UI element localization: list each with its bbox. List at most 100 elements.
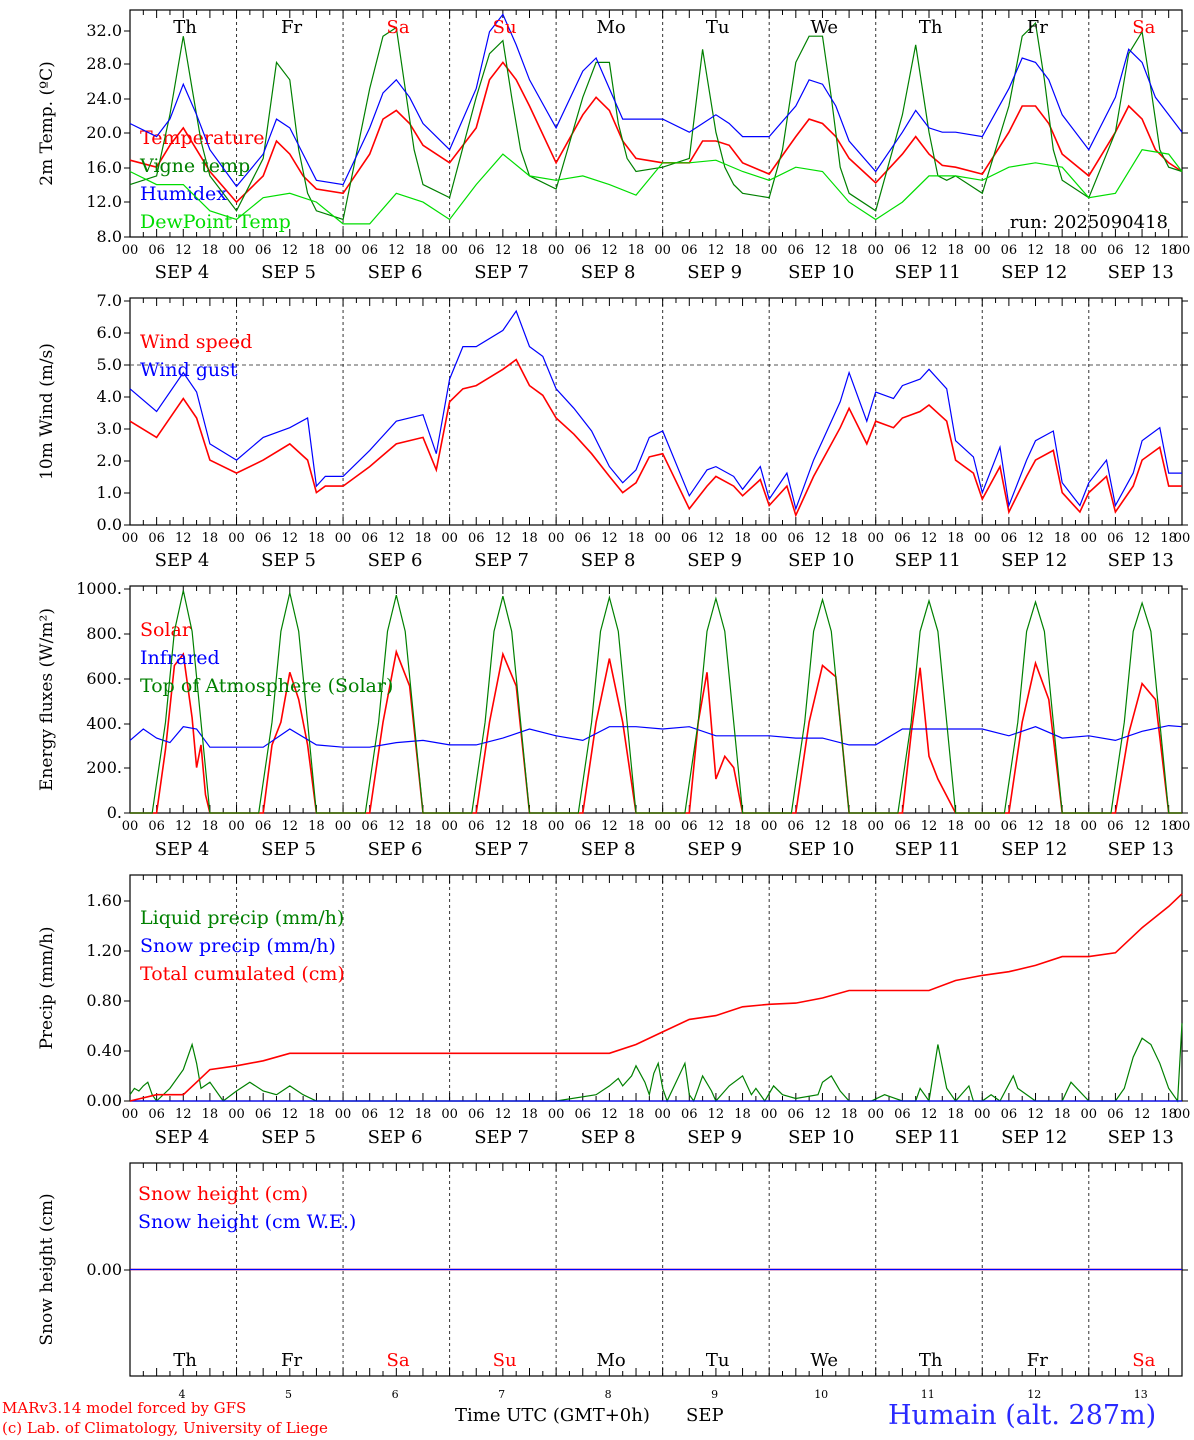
hour-tick-label: 18 — [841, 243, 858, 258]
date-label: SEP 8 — [581, 839, 636, 860]
date-label: SEP 4 — [155, 550, 210, 571]
y-tick-label: 3.0 — [97, 419, 122, 438]
hour-tick-label: 12 — [814, 1107, 831, 1122]
panel-frame — [129, 297, 1183, 526]
hour-tick-label: 12 — [708, 819, 725, 834]
hour-tick-label: 00 — [122, 1107, 139, 1122]
date-label: SEP 11 — [895, 1127, 961, 1148]
legend-entry: Liquid precip (mm/h) — [140, 907, 344, 929]
hour-tick-label: 06 — [361, 819, 378, 834]
hour-tick-label: 06 — [574, 531, 591, 546]
y-tick-label: 28.0 — [86, 54, 122, 73]
date-label: SEP 7 — [474, 262, 529, 283]
hour-tick-label: 06 — [255, 243, 272, 258]
hour-tick-label: 18 — [1054, 1107, 1071, 1122]
hour-tick-label: 06 — [148, 531, 165, 546]
series-line-total-cumulated-cm- — [129, 893, 1183, 1102]
hour-tick-label: 00 — [1081, 819, 1098, 834]
date-label: SEP 13 — [1108, 550, 1174, 571]
panel-frame — [129, 9, 1183, 238]
weekday-label: Sa — [387, 17, 410, 38]
hour-tick-label: 06 — [468, 819, 485, 834]
hour-tick-label: 12 — [495, 1107, 512, 1122]
hour-tick-label: 00 — [1081, 531, 1098, 546]
series-line-liquid-precip-mm-h- — [129, 1023, 1183, 1103]
hour-tick-label: 12 — [1027, 531, 1044, 546]
hour-tick-label: 06 — [148, 819, 165, 834]
hour-tick-label: 18 — [202, 1107, 219, 1122]
hour-tick-label: 06 — [894, 819, 911, 834]
hour-tick-label: 00 — [228, 531, 245, 546]
legend-entry: Wind speed — [140, 331, 252, 353]
weekday-label: Tu — [706, 17, 730, 38]
hour-tick-label: 18 — [628, 1107, 645, 1122]
hour-tick-label: 18 — [521, 531, 538, 546]
series-line-top-of-atmosphere-solar- — [130, 590, 1182, 814]
weekday-label: Fr — [281, 17, 302, 38]
hour-tick-label: 12 — [495, 243, 512, 258]
series-line-infrared — [129, 724, 1183, 748]
weekday-label: Sa — [1132, 17, 1155, 38]
hour-tick-label: 18 — [628, 243, 645, 258]
hour-tick-label: 18 — [415, 819, 432, 834]
model-credit: MARv3.14 model forced by GFS — [2, 1399, 247, 1417]
hour-tick-label: 06 — [788, 819, 805, 834]
hour-tick-label: 00 — [548, 819, 565, 834]
hour-tick-label: 18 — [308, 819, 325, 834]
hour-tick-label: 18 — [415, 243, 432, 258]
hour-tick-label: 12 — [1027, 1107, 1044, 1122]
hour-tick-label: 06 — [788, 243, 805, 258]
date-label: SEP 5 — [261, 839, 316, 860]
hour-tick-label: 18 — [947, 531, 964, 546]
day-number-label: 7 — [498, 1388, 505, 1401]
weekday-label: Mo — [596, 17, 625, 38]
hour-tick-label: 18 — [947, 243, 964, 258]
y-tick-label: 0.00 — [86, 1091, 122, 1110]
weekday-label: Tu — [706, 1350, 730, 1371]
station-label: Humain (alt. 287m) — [888, 1400, 1157, 1431]
legend-entry: Snow height (cm W.E.) — [138, 1211, 356, 1233]
y-tick-label: 16.0 — [86, 158, 122, 177]
hour-tick-label: 06 — [894, 243, 911, 258]
hour-tick-label: 12 — [282, 531, 299, 546]
y-tick-label: 600. — [86, 669, 122, 688]
hour-tick-label: 00 — [335, 819, 352, 834]
hour-tick-label: 00 — [654, 243, 671, 258]
hour-tick-label: 00 — [548, 531, 565, 546]
hour-tick-label: 12 — [1134, 531, 1151, 546]
hour-tick-label: 00 — [1081, 243, 1098, 258]
date-label: SEP 4 — [155, 839, 210, 860]
hour-tick-label: 06 — [1001, 819, 1018, 834]
hour-tick-label: 18 — [1160, 243, 1177, 258]
legend-entry: Solar — [140, 619, 192, 641]
legend-entry: Infrared — [140, 647, 220, 669]
time-axis-label: Time UTC (GMT+0h) — [455, 1405, 650, 1426]
hour-tick-label: 06 — [255, 1107, 272, 1122]
hour-tick-label: 18 — [628, 819, 645, 834]
y-tick-label: 5.0 — [97, 355, 122, 374]
hour-tick-label: 12 — [921, 1107, 938, 1122]
date-label: SEP 12 — [1001, 1127, 1067, 1148]
weekday-label: Th — [919, 1350, 943, 1371]
legend-entry: Top of Atmosphere (Solar) — [140, 675, 393, 697]
hour-tick-label: 18 — [841, 531, 858, 546]
date-label: SEP 10 — [788, 262, 854, 283]
date-label: SEP 8 — [581, 262, 636, 283]
hour-tick-label: 06 — [894, 1107, 911, 1122]
series-line-dewpoint-temp — [129, 149, 1183, 225]
legend-entry: Temperature — [140, 127, 264, 149]
y-tick-label: 2.0 — [97, 451, 122, 470]
date-label: SEP 13 — [1108, 1127, 1174, 1148]
hour-tick-label: 00 — [548, 1107, 565, 1122]
hour-tick-label: 00 — [335, 1107, 352, 1122]
hour-tick-label: 06 — [681, 531, 698, 546]
weekday-label: Th — [173, 17, 197, 38]
hour-tick-label: 18 — [734, 531, 751, 546]
hour-tick-label: 00 — [974, 819, 991, 834]
hour-tick-label: 06 — [1001, 1107, 1018, 1122]
hour-tick-label: 12 — [1027, 243, 1044, 258]
hour-tick-label: 06 — [468, 243, 485, 258]
hour-tick-label: 18 — [521, 243, 538, 258]
hour-tick-label: 18 — [202, 531, 219, 546]
date-label: SEP 9 — [687, 262, 742, 283]
